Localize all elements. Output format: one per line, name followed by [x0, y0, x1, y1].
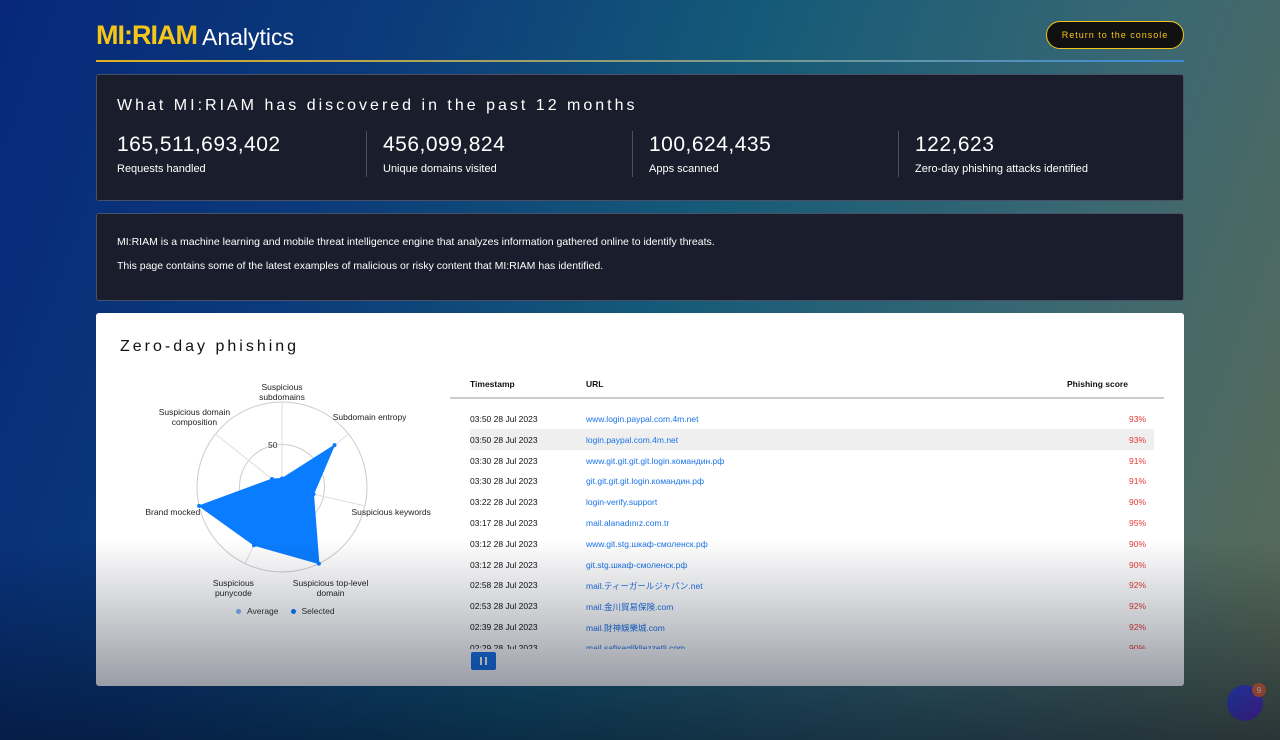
stat: 456,099,824 Unique domains visited: [383, 133, 633, 179]
url-link[interactable]: git.stg.шкаф-смоленск.рф: [586, 560, 687, 570]
table-row: 02:58 28 Jul 2023 mail.ティーガールジャパン.net 92%: [470, 574, 1154, 595]
phishing-score: 90%: [1129, 560, 1146, 570]
phishing-score: 95%: [1129, 518, 1146, 528]
header-rule: [96, 60, 1184, 62]
phishing-score: 92%: [1129, 580, 1146, 590]
timestamp: 02:53 28 Jul 2023: [470, 601, 538, 611]
timestamp: 03:22 28 Jul 2023: [470, 497, 538, 507]
phishing-score: 93%: [1129, 414, 1146, 424]
console-button[interactable]: Return to the console: [1046, 21, 1184, 49]
phishing-score: 92%: [1129, 601, 1146, 611]
axis-label: Suspicious punycode: [193, 578, 273, 598]
timestamp: 02:58 28 Jul 2023: [470, 580, 538, 590]
description-box: MI:RIAM is a machine learning and mobile…: [96, 213, 1184, 301]
notification-badge: 9: [1252, 683, 1266, 697]
phishing-score: 90%: [1129, 539, 1146, 549]
axis-label: Suspicious subdomains: [242, 382, 322, 402]
table-row: 03:22 28 Jul 2023 login-verify.support 90%: [470, 491, 1154, 512]
timestamp: 03:50 28 Jul 2023: [470, 414, 538, 424]
stat: 122,623 Zero-day phishing attacks identif…: [915, 133, 1165, 179]
table-row: 03:12 28 Jul 2023 www.git.stg.шкаф-смолен…: [470, 533, 1154, 554]
radar-labels: Suspicious subdomains Subdomain entropy Su…: [96, 363, 446, 603]
table-row: 02:29 28 Jul 2023 mail.safisaglikliezzetl…: [470, 637, 1154, 649]
table-row: 03:50 28 Jul 2023 login.paypal.com.4m.net…: [470, 429, 1154, 450]
axis-label: Suspicious domain composition: [154, 407, 234, 427]
table-row: 02:53 28 Jul 2023 mail.金川貿易保険.com 92%: [470, 595, 1154, 616]
stat-label: Zero-day phishing attacks identified: [915, 163, 1165, 175]
table-row: 03:30 28 Jul 2023 git.git.git.git.login.к…: [470, 470, 1154, 491]
stat: 100,624,435 Apps scanned: [649, 133, 899, 179]
phishing-table: Timestamp URL Phishing score 03:50 28 Ju…: [450, 375, 1164, 649]
timestamp: 03:50 28 Jul 2023: [470, 435, 538, 445]
legend-item: Average: [236, 606, 285, 616]
url-link[interactable]: mail.財神娛樂城.com: [586, 622, 665, 634]
column-header: URL: [586, 379, 603, 389]
column-header: Phishing score: [1067, 379, 1128, 389]
separator: [632, 131, 633, 177]
logo: MI:RIAM: [96, 20, 197, 51]
table-row: 02:39 28 Jul 2023 mail.財神娛樂城.com 92%: [470, 616, 1154, 637]
stat: 165,511,693,402 Requests handled: [117, 133, 367, 179]
timestamp: 03:30 28 Jul 2023: [470, 476, 538, 486]
url-link[interactable]: www.git.stg.шкаф-смоленск.рф: [586, 539, 708, 549]
legend: Average Selected: [236, 606, 347, 616]
url-link[interactable]: git.git.git.git.login.командин.рф: [586, 476, 704, 486]
table-row: 03:30 28 Jul 2023 www.git.git.git.git.log…: [470, 450, 1154, 471]
axis-label: Suspicious keywords: [351, 507, 431, 517]
timestamp: 02:29 28 Jul 2023: [470, 643, 538, 649]
url-link[interactable]: login-verify.support: [586, 497, 657, 507]
timestamp: 03:12 28 Jul 2023: [470, 560, 538, 570]
timestamp: 03:12 28 Jul 2023: [470, 539, 538, 549]
legend-item: Selected: [291, 606, 341, 616]
stat-label: Requests handled: [117, 163, 367, 175]
table-row: 03:50 28 Jul 2023 www.login.paypal.com.4m…: [470, 408, 1154, 429]
phishing-score: 93%: [1129, 435, 1146, 445]
phishing-score: 90%: [1129, 497, 1146, 507]
legend-marker: [236, 609, 241, 614]
legend-label: Selected: [302, 606, 335, 616]
url-link[interactable]: mail.金川貿易保険.com: [586, 601, 673, 613]
url-link[interactable]: www.login.paypal.com.4m.net: [586, 414, 698, 424]
stats-box: What MI:RIAM has discovered in the past …: [96, 74, 1184, 201]
column-header: Timestamp: [470, 379, 515, 389]
axis-label: Suspicious top-level domain: [291, 578, 371, 598]
panel-title: Zero-day phishing: [120, 338, 299, 356]
timestamp: 02:39 28 Jul 2023: [470, 622, 538, 632]
stat-value: 456,099,824: [383, 133, 633, 157]
stat-value: 100,624,435: [649, 133, 899, 157]
description-text: This page contains some of the latest ex…: [117, 260, 603, 272]
description-text: MI:RIAM is a machine learning and mobile…: [117, 236, 715, 248]
phishing-panel: Zero-day phishing 50 Suspicious subdomai…: [96, 313, 1184, 686]
stat-label: Apps scanned: [649, 163, 899, 175]
axis-label: Brand mocked: [133, 507, 213, 517]
separator: [898, 131, 899, 177]
legend-marker: [291, 609, 296, 614]
stat-label: Unique domains visited: [383, 163, 633, 175]
header-rule: [450, 397, 1164, 399]
url-link[interactable]: login.paypal.com.4m.net: [586, 435, 678, 445]
phishing-score: 90%: [1129, 643, 1146, 649]
timestamp: 03:30 28 Jul 2023: [470, 456, 538, 466]
table-row: 03:12 28 Jul 2023 git.stg.шкаф-смоленск.р…: [470, 554, 1154, 575]
stat-value: 165,511,693,402: [117, 133, 367, 157]
url-link[interactable]: www.git.git.git.git.login.командин.рф: [586, 456, 724, 466]
phishing-score: 92%: [1129, 622, 1146, 632]
stat-value: 122,623: [915, 133, 1165, 157]
pause-button[interactable]: [471, 652, 496, 670]
phishing-score: 91%: [1129, 456, 1146, 466]
legend-label: Average: [247, 606, 279, 616]
axis-label: Subdomain entropy: [330, 412, 410, 422]
phishing-score: 91%: [1129, 476, 1146, 486]
header-title: Analytics: [202, 24, 294, 51]
url-link[interactable]: mail.ティーガールジャパン.net: [586, 580, 703, 592]
url-link[interactable]: mail.alanadınız.com.tr: [586, 518, 669, 528]
table-row: 03:17 28 Jul 2023 mail.alanadınız.com.tr 9…: [470, 512, 1154, 533]
stats-title: What MI:RIAM has discovered in the past …: [117, 97, 638, 115]
separator: [366, 131, 367, 177]
timestamp: 03:17 28 Jul 2023: [470, 518, 538, 528]
url-link[interactable]: mail.safisaglikliezzetli.com: [586, 643, 685, 649]
